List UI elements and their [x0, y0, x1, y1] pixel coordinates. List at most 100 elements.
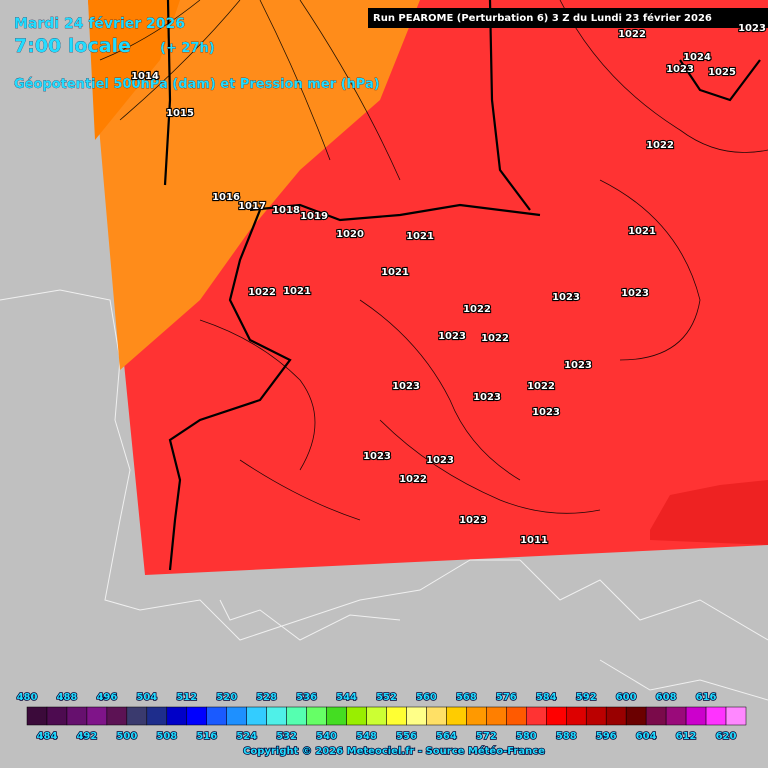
colorbar-label: 480 — [17, 692, 38, 703]
color-swatch — [246, 706, 267, 726]
isobar-label: 1019 — [300, 211, 328, 222]
color-swatch — [685, 706, 707, 726]
color-swatch — [126, 706, 148, 726]
color-swatch — [346, 706, 367, 726]
color-swatch — [486, 706, 507, 726]
field-title: Géopotentiel 500hPa (dam) et Pression me… — [14, 77, 380, 92]
color-swatch — [206, 706, 227, 726]
color-swatch — [186, 706, 207, 726]
colorbar-label: 564 — [436, 731, 457, 742]
isobar-label: 1023 — [438, 331, 466, 342]
time-label: 7:00 locale — [14, 35, 131, 57]
color-swatch — [466, 706, 487, 726]
color-swatch — [605, 706, 627, 726]
isobar-label: 1021 — [406, 231, 434, 242]
color-swatch — [226, 706, 247, 726]
isobar-label: 1022 — [481, 333, 509, 344]
colorbar-label: 508 — [156, 731, 177, 742]
color-swatch — [446, 706, 467, 726]
isobar-label: 1023 — [473, 392, 501, 403]
colorbar-label: 600 — [616, 692, 637, 703]
color-swatch — [705, 706, 727, 726]
isobar-label: 1014 — [131, 71, 159, 82]
color-swatch — [546, 706, 567, 726]
colorbar-label: 544 — [336, 692, 357, 703]
colorbar-label: 492 — [76, 731, 97, 742]
colorbar-label: 580 — [516, 731, 537, 742]
isobar-label: 1023 — [564, 360, 592, 371]
isobar-label: 1022 — [527, 381, 555, 392]
colorbar-label: 552 — [376, 692, 397, 703]
colorbar-label: 484 — [37, 731, 58, 742]
lead-time: (+ 27h) — [160, 41, 215, 56]
colorbar-label: 596 — [596, 731, 617, 742]
date-label: Mardi 24 février 2026 — [14, 16, 185, 32]
isobar-label: 1023 — [621, 288, 649, 299]
colorbar-label: 568 — [456, 692, 477, 703]
zone-orange — [88, 0, 420, 370]
isobar-label: 1023 — [738, 23, 766, 34]
color-swatch — [725, 706, 747, 726]
color-swatch — [645, 706, 667, 726]
color-swatch — [66, 706, 88, 726]
color-swatch — [166, 706, 188, 726]
isobar-label: 1022 — [248, 287, 276, 298]
colorbar-label: 504 — [136, 692, 157, 703]
colorbar-label: 604 — [636, 731, 657, 742]
color-swatch — [386, 706, 407, 726]
isobar-label: 1017 — [238, 201, 266, 212]
color-swatch — [625, 706, 647, 726]
colorbar-label: 608 — [656, 692, 677, 703]
colorbar-label: 532 — [276, 731, 297, 742]
colorbar-label: 548 — [356, 731, 377, 742]
run-info: Run PEAROME (Perturbation 6) 3 Z du Lund… — [373, 12, 712, 24]
colorbar-label: 588 — [556, 731, 577, 742]
color-swatch — [326, 706, 347, 726]
colorbar-label: 560 — [416, 692, 437, 703]
isobar-label: 1023 — [426, 455, 454, 466]
color-swatch — [566, 706, 587, 726]
run-banner — [368, 8, 768, 28]
copyright: Copyright © 2026 Meteociel.fr - Source M… — [243, 745, 545, 757]
zone-orange-dark — [88, 0, 180, 140]
color-swatch — [26, 706, 48, 726]
colorbar-label: 620 — [716, 731, 737, 742]
colorbar: 480 484 488 492 496 500 504 508 512 516 520 524 528 5… — [16, 691, 747, 743]
color-swatch — [366, 706, 387, 726]
color-swatch — [665, 706, 687, 726]
color-swatch — [146, 706, 168, 726]
color-swatch — [306, 706, 327, 726]
isobar-label: 1016 — [212, 192, 240, 203]
colorbar-label: 592 — [576, 692, 597, 703]
isobar-label: 1021 — [628, 226, 656, 237]
isobar-label: 1022 — [646, 140, 674, 151]
coastlines — [0, 289, 768, 701]
color-swatch — [406, 706, 427, 726]
colorbar-label: 488 — [57, 692, 78, 703]
isobar-label: 1022 — [618, 29, 646, 40]
color-swatch — [46, 706, 68, 726]
isobar-label: 1025 — [708, 67, 736, 78]
isobar-label: 1020 — [336, 229, 364, 240]
colorbar-label: 540 — [316, 731, 337, 742]
colorbar-label: 616 — [696, 692, 717, 703]
colorbar-label: 520 — [216, 692, 237, 703]
zone-red-dark — [650, 480, 768, 545]
colorbar-label: 496 — [96, 692, 117, 703]
isobar-label: 1023 — [392, 381, 420, 392]
isobar-label: 1021 — [381, 267, 409, 278]
isobar-label: 1022 — [399, 474, 427, 485]
isobar-label: 1023 — [532, 407, 560, 418]
colorbar-label: 512 — [176, 692, 197, 703]
colorbar-label: 536 — [296, 692, 317, 703]
color-swatch — [506, 706, 527, 726]
color-swatch — [585, 706, 607, 726]
colorbar-label: 500 — [116, 731, 137, 742]
color-swatch — [526, 706, 547, 726]
isobar-label: 1023 — [666, 64, 694, 75]
colorbar-label: 612 — [676, 731, 697, 742]
color-swatch — [286, 706, 307, 726]
isobar-label: 1024 — [683, 52, 711, 63]
